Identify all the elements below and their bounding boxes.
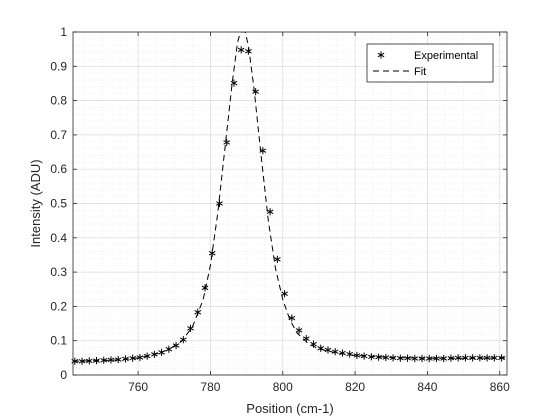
data-point [476,354,484,362]
legend-experimental-label: Experimental [414,50,478,62]
data-point [324,346,332,354]
data-point [346,350,354,358]
data-point [194,308,202,316]
y-tick-labels: 0 0.1 0.2 0.3 0.4 0.5 0.6 0.7 0.8 0.9 1 [50,25,67,382]
data-point [483,354,491,362]
data-point [114,355,122,364]
legend-marker [377,51,385,59]
data-point [165,345,173,353]
plot-frame [72,31,508,376]
data-point [208,249,216,257]
data-point [440,354,448,363]
data-point [404,354,411,362]
data-point [143,352,151,360]
data-point [310,340,317,348]
data-point [179,336,187,344]
data-point [360,352,368,360]
x-tick-label: 800 [273,380,293,394]
y-tick-label: 1 [60,25,67,39]
x-tick-label: 820 [345,380,365,394]
x-axis-label: Position (cm-1) [246,401,333,416]
y-tick-label: 0.8 [50,94,67,108]
data-point [259,147,267,155]
data-point [273,255,281,264]
data-point [107,356,115,364]
x-tick-label: 840 [417,380,437,394]
data-point [216,199,223,208]
y-tick-label: 0.9 [50,59,67,73]
data-point [187,324,194,332]
data-point [151,350,158,359]
x-tick-label: 780 [200,380,220,394]
data-point [331,348,339,356]
legend: Experimental Fit [366,43,494,83]
data-point [418,354,426,363]
data-point [201,284,209,292]
data-point [266,208,274,216]
data-point [295,326,303,335]
y-tick-label: 0.7 [50,128,67,142]
data-point [78,357,86,365]
data-point [85,357,93,365]
data-point [389,354,397,362]
data-point [447,354,455,362]
data-point [425,354,433,363]
data-point [317,344,325,352]
data-point [158,348,165,356]
data-point [136,353,144,362]
legend-experimental-marker [377,51,385,59]
y-tick-label: 0.6 [50,162,67,176]
data-point [462,354,469,362]
data-point [411,354,419,363]
data-point [490,354,498,362]
data-point [288,314,296,322]
y-tick-label: 0.4 [50,231,67,245]
y-tick-label: 0.3 [50,265,67,279]
data-point [469,354,477,362]
x-tick-label: 760 [128,380,148,394]
data-point [100,356,108,364]
y-tick-label: 0.1 [50,334,67,348]
data-point [375,353,382,361]
y-tick-label: 0 [60,368,67,382]
data-point [223,138,231,147]
data-point [281,290,288,298]
data-point [353,351,361,360]
x-tick-labels: 760 780 800 820 840 860 [128,380,510,394]
data-point [230,79,238,87]
data-point [122,355,129,363]
x-tick-label: 860 [490,380,510,394]
series-experimental [71,46,505,365]
y-tick-label: 0.5 [50,197,67,211]
data-point [339,349,346,357]
data-point [454,354,462,362]
data-point [433,354,440,363]
data-point [252,88,260,96]
data-point [302,335,310,343]
data-point [368,353,375,361]
data-point [237,46,245,54]
data-point [245,47,252,55]
data-point [382,353,390,362]
data-point [396,354,404,362]
y-axis-label: Intensity (ADU) [28,159,43,247]
data-point [129,354,137,362]
legend-fit-label: Fit [414,66,426,78]
y-tick-label: 0.2 [50,299,67,313]
legend-box [366,43,494,83]
data-point [93,356,100,365]
data-point [172,341,180,350]
data-point [498,354,505,362]
